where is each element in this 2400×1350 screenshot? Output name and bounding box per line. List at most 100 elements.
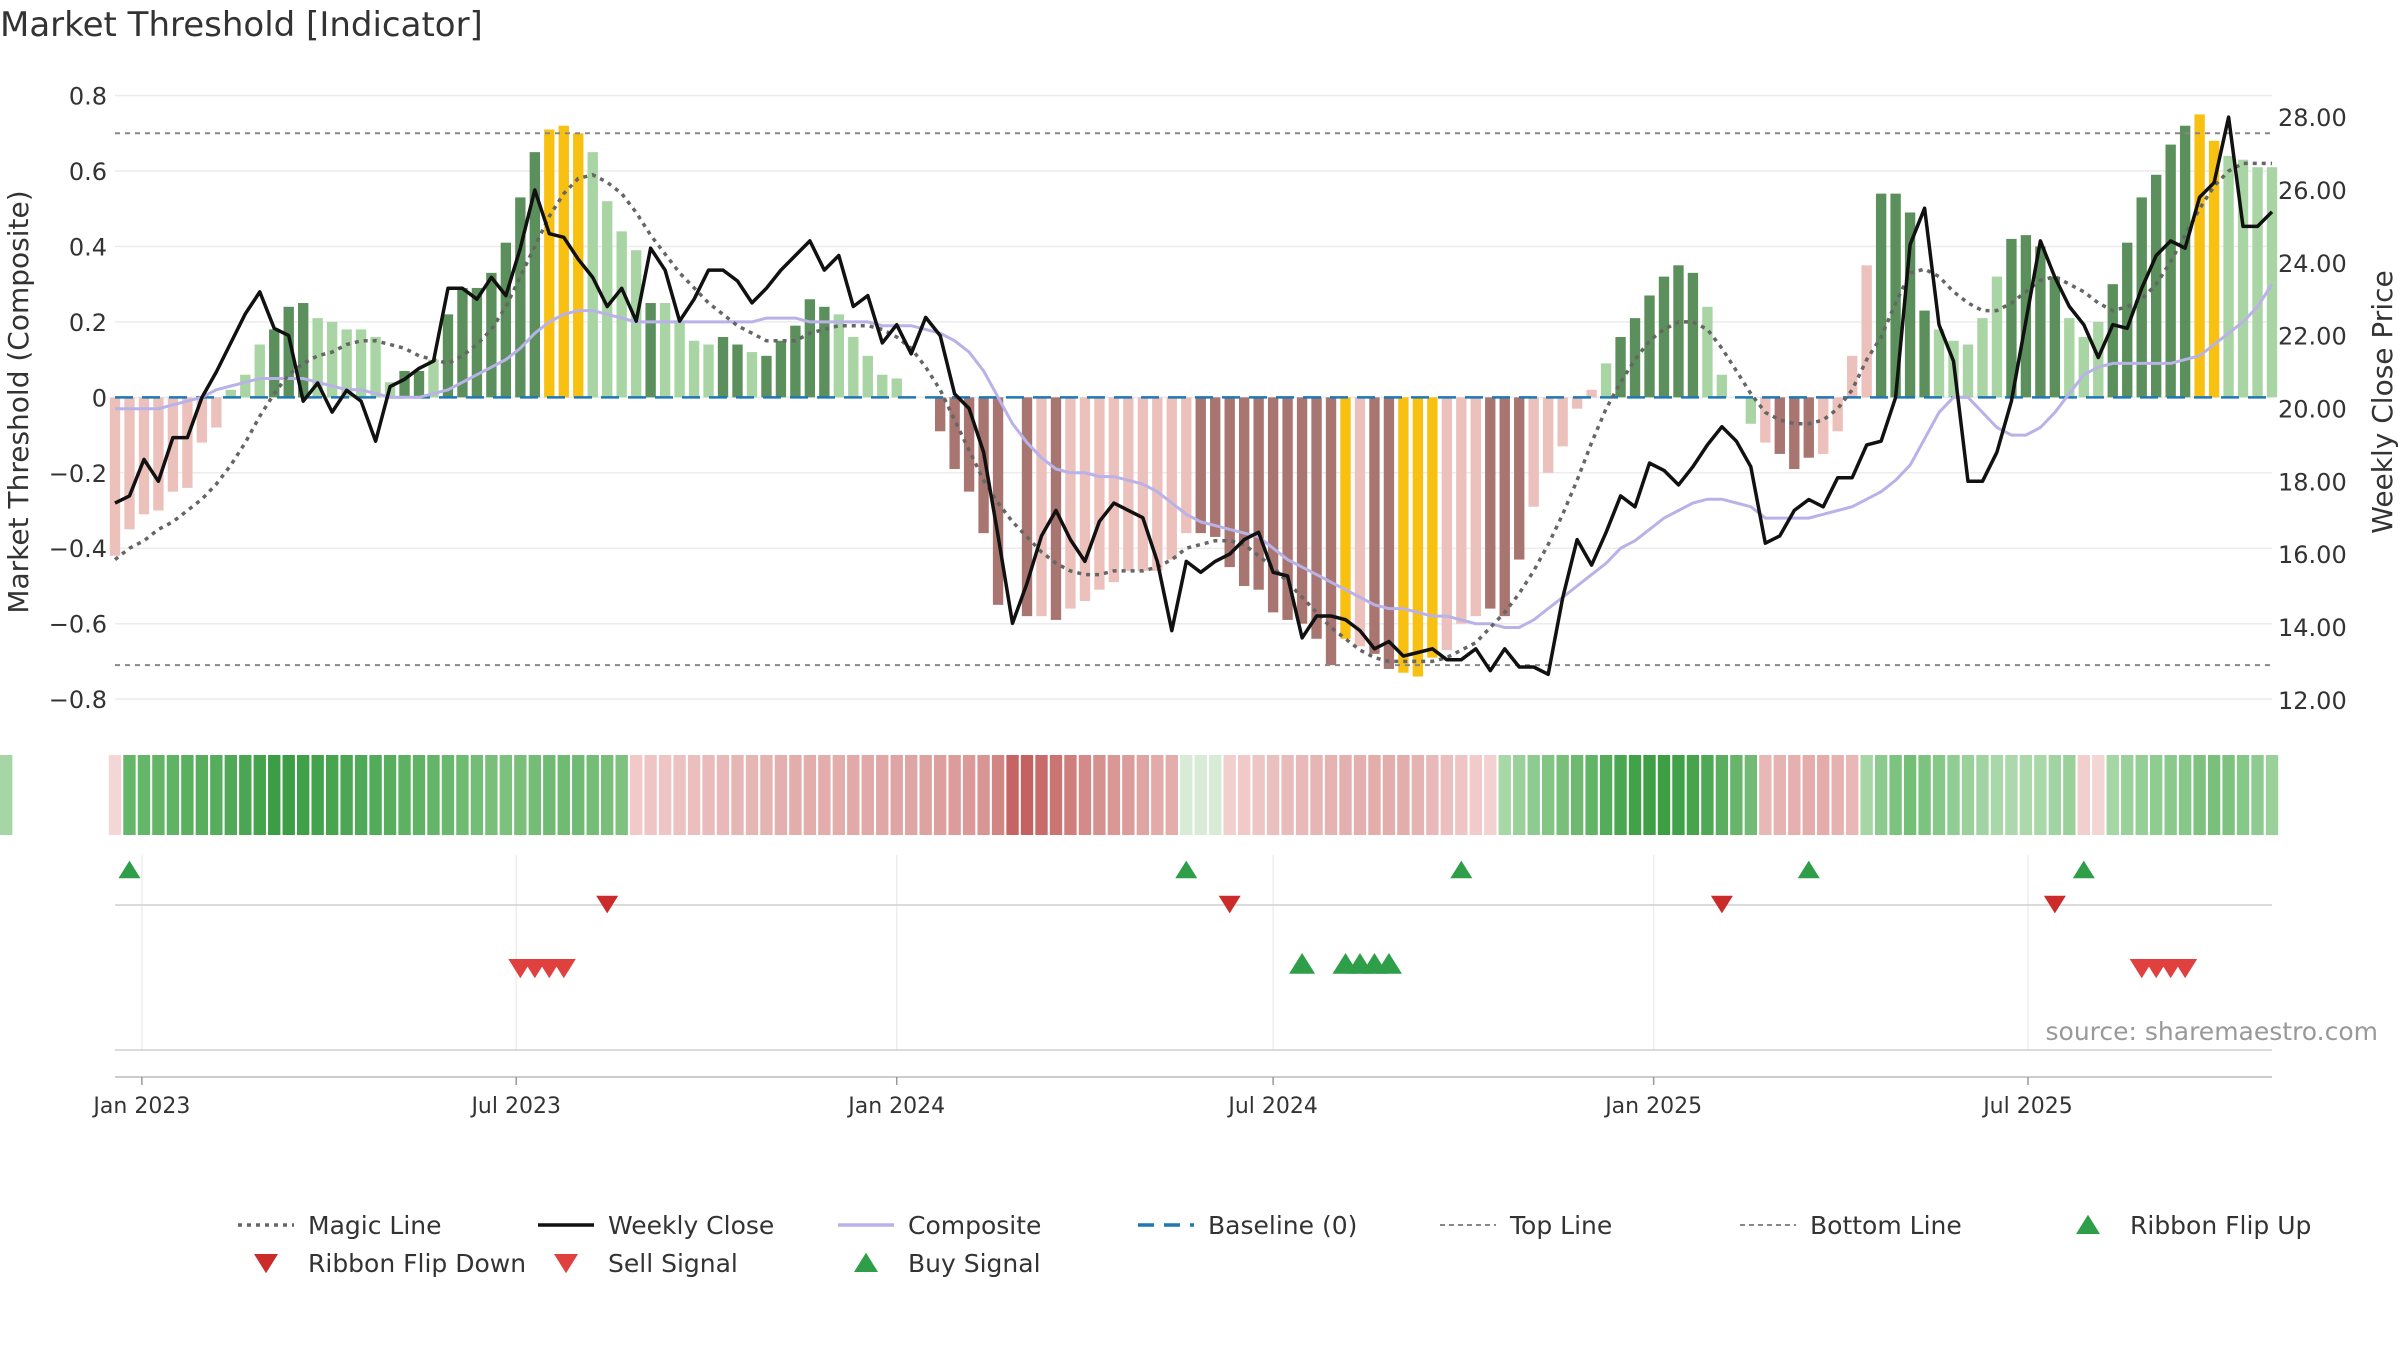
ribbon-cell [1628,755,1642,835]
composite-bar [1514,397,1525,560]
ribbon-cell [803,755,817,835]
composite-bar [1485,397,1496,609]
y-axis-left-label: Market Threshold (Composite) [2,190,35,613]
composite-bar [355,329,367,398]
composite-bar [1398,397,1409,673]
ribbon-cell [108,755,122,835]
ribbon-cell [876,755,889,835]
legend-item: Weekly Close [538,1211,774,1240]
ribbon-cell [673,755,686,835]
ribbon-cell [919,755,932,835]
composite-bar [399,370,410,398]
source-credit: source: sharemaestro.com [2046,1017,2379,1046]
ribbon-cell [861,755,874,835]
ribbon-cell [398,755,411,835]
composite-bar [167,397,179,492]
ribbon-flip-up-marker [2072,860,2095,879]
composite-bar [2151,174,2162,398]
composite-bar [674,321,685,398]
ribbon-cell [1874,755,1888,835]
composite-bar [819,306,830,398]
ribbon-cell [1599,755,1613,835]
composite-bar [616,231,627,398]
composite-bar [732,344,743,398]
ribbon-cell [1918,755,1931,835]
y-tick-left: 0 [92,384,107,412]
legend-label: Composite [908,1211,1041,1240]
ribbon-cell [615,755,628,835]
composite-bar [442,314,454,398]
composite-bar [341,329,352,398]
ribbon-cell [2251,755,2264,835]
ribbon-flip-down-marker [1218,895,1241,914]
y-tick-right: 26.00 [2278,177,2347,205]
y-tick-left: −0.2 [49,460,107,488]
legend-item: Ribbon Flip Up [2076,1211,2311,1240]
composite-bar [1673,265,1684,398]
ribbon-cell [1686,755,1700,835]
x-tick-label: Jan 2025 [1603,1094,1702,1119]
ribbon-cell [2178,755,2192,835]
composite-bar [1890,193,1901,398]
ribbon-cell [470,755,484,835]
ribbon-cell [1657,755,1671,835]
composite-bar [2122,242,2133,398]
composite-bar [630,250,642,398]
legend-label: Sell Signal [608,1249,738,1278]
composite-bar [1354,397,1366,647]
composite-bar [544,129,555,398]
y-tick-left: 0.8 [69,83,107,111]
composite-bar [934,397,946,432]
legend-item: Ribbon Flip Down [254,1249,526,1278]
ribbon-cell [1484,755,1497,835]
ribbon-cell [1759,755,1772,835]
ribbon-cell [1266,755,1280,835]
legend-item: Top Line [1440,1211,1612,1240]
composite-bar [862,355,873,398]
y-tick-left: 0.2 [69,309,107,337]
triangle-down-icon [254,1254,278,1274]
ribbon-cell [572,755,585,835]
ribbon-cell [1368,755,1381,835]
composite-bar [196,397,208,443]
chart-title: Market Threshold [Indicator] [0,5,483,45]
ribbon-cell [1136,755,1150,835]
ribbon-cell [1194,755,1207,835]
ribbon-cell [716,755,730,835]
composite-bar [500,242,512,398]
ribbon-flip-up-marker [1450,860,1473,879]
ribbon-cell [1802,755,1815,835]
composite-bar [1267,397,1279,613]
ribbon-cell [1860,755,1873,835]
ribbon-cell [629,755,643,835]
composite-bar [1803,397,1814,458]
weekly-close-line [114,115,2274,677]
composite-bar [746,352,758,398]
ribbon-flip-down-marker [1710,895,1733,914]
ribbon-cell [1310,755,1323,835]
ribbon-cell [181,755,194,835]
ribbon-cell [1513,755,1526,835]
ribbon-cell [485,755,498,835]
composite-bar [1832,397,1843,432]
ribbon-cell [1455,755,1468,835]
ribbon-cell [2034,755,2047,835]
ribbon-cell [1339,755,1352,835]
ribbon-cell [253,755,266,835]
ribbon-cell [1976,755,1989,835]
y-tick-left: −0.4 [49,535,107,563]
y-tick-left: 0.6 [69,158,107,186]
composite-bar [138,397,150,515]
ribbon-cell [2077,755,2090,835]
composite-bar [833,314,845,398]
composite-bar [1282,397,1293,620]
legend-item: Composite [838,1211,1041,1240]
ribbon-cell [1498,755,1511,835]
composite-bar [211,397,222,428]
composite-bar [891,378,902,398]
buy-signal-marker [1375,952,1402,974]
sell-signal-marker [2173,959,2198,979]
ribbon-cell [760,755,773,835]
ribbon-cell [1223,755,1236,835]
